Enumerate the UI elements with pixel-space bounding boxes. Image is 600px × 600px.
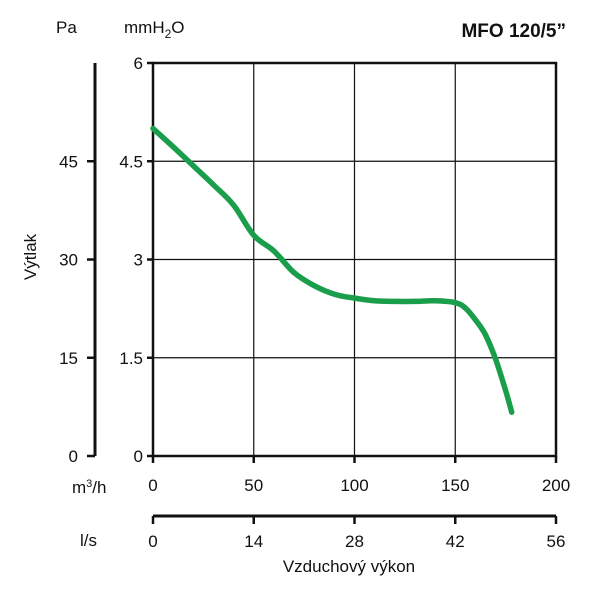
y-tick-label: 6 (134, 54, 143, 73)
x-tick-label: 150 (441, 476, 469, 495)
x-tick-label: 100 (340, 476, 368, 495)
data-point (190, 163, 196, 169)
ls-tick-label: 28 (345, 532, 364, 551)
data-point (462, 305, 468, 311)
data-point (482, 332, 489, 338)
data-point (412, 298, 418, 304)
mmh2o-unit-label: mmH2O (124, 18, 185, 41)
pa-tick-label: 15 (59, 349, 78, 368)
y-tick-label: 4.5 (119, 152, 143, 171)
series-line (150, 125, 515, 415)
pa-tick-label: 0 (69, 447, 78, 466)
ls-tick-label: 42 (446, 532, 465, 551)
pa-tick-label: 30 (59, 251, 78, 270)
data-point (210, 182, 216, 188)
x-tick-label: 200 (542, 476, 570, 495)
y-tick-label: 0 (134, 447, 143, 466)
x-tick-label: 50 (244, 476, 263, 495)
data-point (372, 298, 378, 304)
data-point (509, 409, 515, 415)
y-tick-label: 1.5 (119, 349, 143, 368)
data-point (392, 298, 398, 304)
chart-title: MFO 120/5” (461, 21, 566, 42)
data-point (271, 248, 277, 254)
y-tick-label: 3 (134, 251, 143, 270)
data-point (472, 317, 478, 323)
data-point (503, 387, 509, 394)
data-point (351, 295, 358, 301)
data-point (493, 356, 499, 362)
m3h-unit-label: m3/h (72, 478, 106, 497)
ls-unit-label: l/s (80, 531, 97, 550)
pa-axis: 0 15 30 45 (59, 63, 97, 466)
plot-area: 0 1.5 3 4.5 6 0 50 100 150 200 (119, 54, 570, 495)
pa-unit-label: Pa (56, 18, 77, 37)
data-point (170, 144, 176, 150)
data-point (432, 298, 438, 304)
data-point (150, 125, 156, 132)
pa-tick-label: 45 (59, 152, 78, 171)
data-point (311, 283, 317, 289)
ls-axis: 0 14 28 42 56 (148, 514, 566, 551)
y-axis-title: Výtlak (21, 233, 40, 280)
x-axis-title: Vzduchový výkon (283, 557, 415, 576)
data-point (251, 232, 257, 238)
data-point (291, 270, 297, 276)
x-tick-label: 0 (148, 476, 157, 495)
data-point (231, 202, 237, 208)
ls-tick-label: 0 (148, 532, 157, 551)
data-point (452, 300, 458, 306)
ls-tick-label: 56 (547, 532, 566, 551)
data-point (331, 291, 337, 297)
ls-tick-label: 14 (244, 532, 263, 551)
